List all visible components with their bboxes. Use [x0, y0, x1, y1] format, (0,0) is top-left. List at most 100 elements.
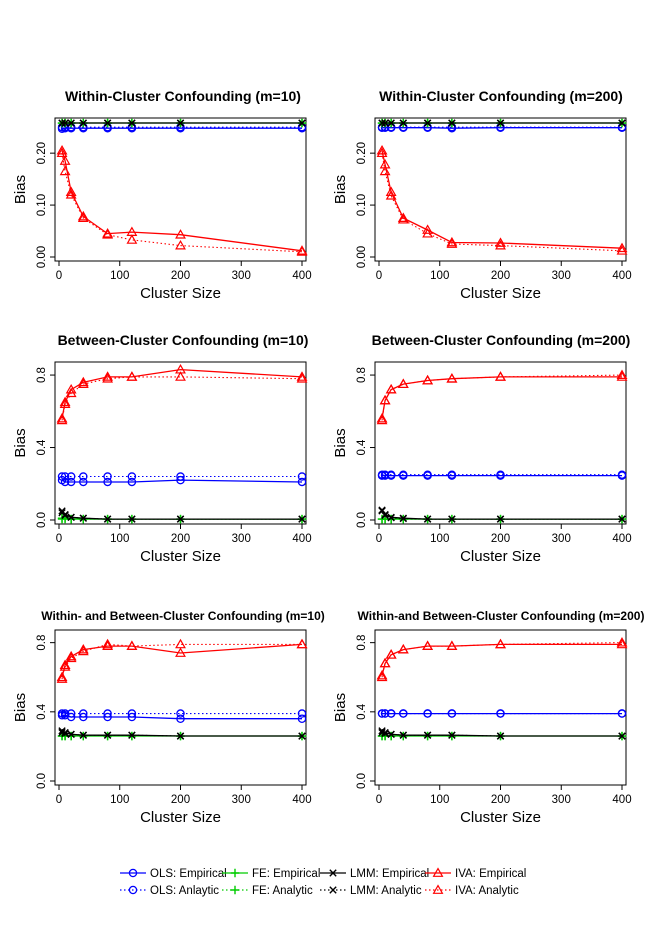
data-point-iva-analytic [296, 373, 308, 383]
data-point-iva-empirical [77, 210, 89, 221]
legend-marker-iva-icon [432, 867, 444, 877]
panel-2: Within-Cluster Confounding (m=200) 0 100 20… [332, 88, 632, 302]
data-point-lmm-analytic [79, 514, 87, 522]
data-point-lmm-analytic [399, 514, 407, 523]
legend-item-iva-empirical: IVA: Empirical [425, 867, 526, 880]
legend-item-fe-empirical: FE: Empirical [222, 868, 320, 880]
data-point-lmm-analytic [496, 515, 505, 523]
panel-title: Within-and Between-Cluster Confounding (… [358, 609, 645, 623]
data-point-lmm-analytic [67, 513, 75, 521]
series-group [376, 369, 628, 524]
y-tick-label: 0.00 [356, 246, 368, 268]
data-point-iva-empirical [446, 236, 458, 247]
data-point-iva-empirical [59, 659, 71, 670]
data-point-iva-empirical [59, 396, 71, 407]
series-line-iva-empirical [381, 643, 622, 676]
data-point-iva-empirical [56, 412, 68, 423]
data-point-iva-analytic [296, 638, 308, 649]
data-point-ols-analytic [377, 709, 387, 718]
y-axis: 0.0 0.4 0.8 [356, 367, 376, 528]
data-point-ols-analytic [380, 470, 390, 479]
legend-marker-ols-icon [128, 885, 138, 895]
x-tick-label: 400 [612, 270, 631, 282]
panel-title: Within- and Between-Cluster Confounding … [41, 609, 325, 623]
x-tick-label: 400 [292, 533, 311, 545]
series-group [56, 364, 308, 524]
data-point-iva-analytic [56, 673, 68, 683]
y-tick-label: 0.8 [356, 635, 368, 651]
data-point-ols-analytic [79, 472, 88, 481]
data-point-iva-analytic [495, 371, 506, 381]
data-point-lmm-analytic [448, 515, 456, 523]
data-point-lmm-analytic [298, 515, 306, 523]
series-line-iva-empirical [61, 368, 303, 419]
data-point-iva-empirical [56, 671, 68, 682]
data-point-iva-empirical [65, 186, 77, 196]
data-point-iva-analytic [397, 378, 409, 389]
data-point-ols-analytic [399, 470, 408, 479]
legend-item-ols-analytic: OLS: Anlaytic [120, 885, 219, 897]
data-point-ols-analytic [423, 470, 432, 479]
x-axis: 0 100 200 300 400 [376, 260, 632, 282]
data-point-ols-analytic [127, 709, 137, 718]
legend-item-ols-empirical: OLS: Empirical [120, 868, 227, 880]
data-point-ols-analytic [617, 709, 627, 718]
x-axis: 0 100 200 300 400 [56, 784, 312, 806]
data-point-iva-analytic [175, 239, 186, 250]
legend-marker-fe-icon [230, 868, 240, 878]
data-point-lmm-analytic [496, 732, 505, 740]
legend-marker-fe-icon [230, 885, 240, 895]
data-point-lmm-analytic [298, 119, 306, 127]
plot-frame [374, 361, 627, 525]
data-point-iva-analytic [59, 165, 71, 176]
x-axis: 0 100 200 300 400 [376, 784, 632, 806]
y-tick-label: 0.00 [36, 246, 48, 268]
data-point-iva-analytic [495, 638, 506, 649]
x-tick-label: 300 [552, 533, 571, 545]
legend-label: LMM: Analytic [350, 885, 422, 897]
data-point-iva-analytic [376, 147, 388, 158]
data-point-lmm-analytic [61, 729, 69, 738]
x-axis-label: Cluster Size [140, 285, 221, 302]
data-point-lmm-analytic [176, 515, 185, 523]
x-tick-label: 0 [376, 794, 382, 806]
data-point-ols-analytic [617, 470, 627, 479]
data-point-iva-analytic [379, 657, 391, 668]
data-point-lmm-analytic [399, 731, 407, 739]
data-point-lmm-analytic [381, 511, 389, 520]
legend-label: FE: Analytic [252, 885, 313, 897]
data-point-iva-empirical [495, 237, 506, 247]
panel-title: Between-Cluster Confounding (m=10) [58, 332, 309, 348]
data-point-iva-empirical [59, 155, 71, 165]
y-tick-label: 0.4 [356, 439, 368, 456]
data-point-ols-empirical [103, 477, 112, 487]
y-tick-label: 0.0 [36, 512, 48, 528]
data-point-iva-analytic [397, 643, 409, 654]
data-point-lmm-analytic [618, 732, 626, 740]
data-point-iva-analytic [175, 638, 186, 649]
y-axis-label: Bias [332, 693, 349, 722]
series-line-iva-analytic [61, 376, 303, 421]
data-point-iva-empirical [616, 242, 628, 253]
data-point-iva-analytic [77, 212, 89, 222]
y-tick-label: 0.10 [36, 194, 48, 216]
data-point-iva-analytic [385, 649, 397, 659]
y-axis-label: Bias [12, 693, 29, 722]
x-axis-label: Cluster Size [140, 548, 221, 565]
data-point-iva-analytic [422, 374, 434, 385]
series-line-ols-empirical [61, 479, 303, 483]
data-point-ols-analytic [60, 709, 70, 718]
y-tick-label: 0.4 [36, 703, 48, 720]
data-point-iva-analytic [446, 238, 458, 248]
legend-item-fe-analytic: FE: Analytic [222, 885, 313, 897]
data-point-lmm-analytic [448, 119, 456, 127]
x-tick-label: 400 [292, 794, 311, 806]
x-tick-label: 300 [232, 533, 251, 545]
data-point-iva-analytic [422, 228, 434, 238]
data-point-iva-empirical [175, 647, 186, 657]
data-point-iva-empirical [296, 371, 308, 381]
data-point-iva-analytic [102, 229, 114, 239]
data-point-iva-analytic [102, 638, 114, 649]
data-point-lmm-analytic [61, 511, 69, 520]
data-point-lmm-analytic [103, 515, 112, 523]
